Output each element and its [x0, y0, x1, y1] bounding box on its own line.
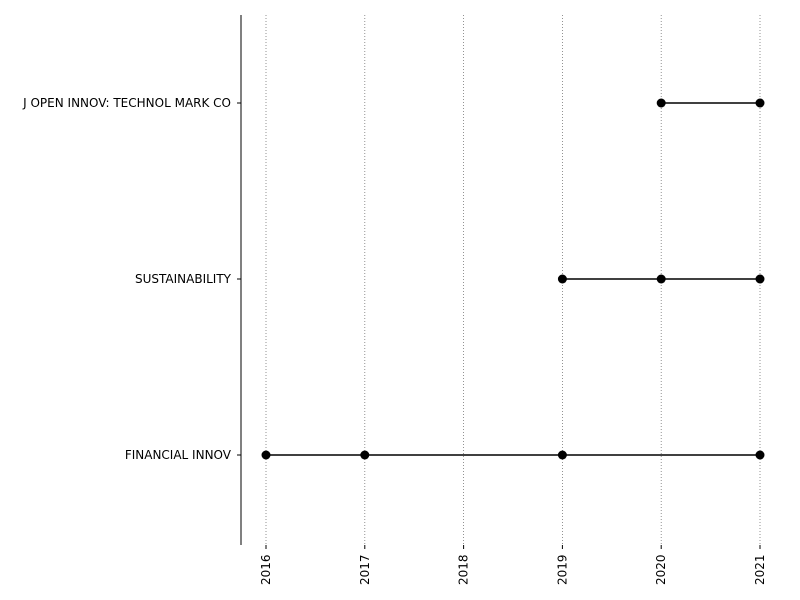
tick-labels: 2016 2017 2018 2019 2020 2021 FINANCIAL INNOV S…: [22, 96, 767, 585]
grid-lines: [265, 15, 761, 545]
data-point-1-2016: [261, 450, 271, 460]
data-point-3-2021: [755, 98, 765, 108]
y-tick-label-3: J OPEN INNOV: TECHNOL MARK CO: [22, 96, 231, 110]
data-point-1-2017: [360, 450, 370, 460]
x-tick-label-2017: 2017: [358, 554, 372, 585]
data-point-2-2021: [755, 274, 765, 284]
x-tick-label-2019: 2019: [555, 554, 569, 585]
data-point-2-2019: [557, 274, 567, 284]
data-point-3-2020: [656, 98, 666, 108]
axes: [237, 15, 761, 549]
data-point-1-2019: [557, 450, 567, 460]
x-tick-label-2020: 2020: [654, 554, 668, 585]
data-point-1-2021: [755, 450, 765, 460]
x-tick-label-2021: 2021: [753, 554, 767, 585]
series-group: [261, 98, 765, 460]
x-tick-label-2016: 2016: [259, 554, 273, 585]
data-point-2-2020: [656, 274, 666, 284]
y-tick-label-2: SUSTAINABILITY: [135, 272, 232, 286]
x-tick-label-2018: 2018: [457, 554, 471, 585]
y-tick-label-1: FINANCIAL INNOV: [125, 448, 232, 462]
